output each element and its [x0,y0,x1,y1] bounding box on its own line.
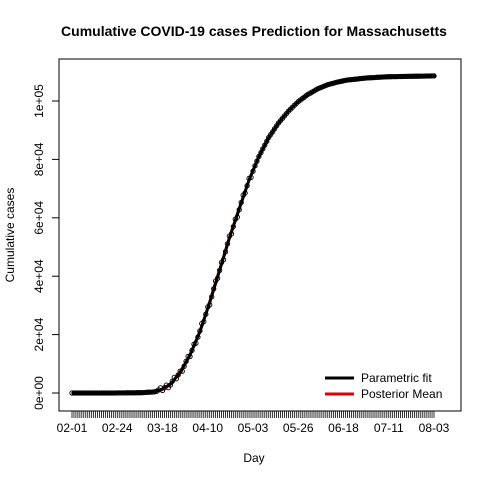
y-tick-label: 6e+04 [32,201,46,235]
x-tick-label: 08-03 [419,421,450,435]
y-tick-label: 0e+00 [32,376,46,410]
y-tick-label: 8e+04 [32,142,46,176]
y-tick-label: 2e+04 [32,317,46,351]
y-tick-label: 4e+04 [32,259,46,293]
legend: Parametric fit Posterior Mean [325,371,442,401]
x-tick-label: 05-03 [238,421,269,435]
x-tick-label: 02-01 [57,421,88,435]
x-axis-label: Day [243,451,264,465]
legend-label-parametric-fit: Parametric fit [361,371,432,385]
x-tick-label: 07-11 [374,421,404,435]
x-tick-label: 04-10 [192,421,223,435]
x-tick-label: 02-24 [102,421,133,435]
x-tick-label: 06-18 [328,421,359,435]
y-axis: 0e+00 2e+04 4e+04 6e+04 8e+04 1e+05 [32,84,60,410]
y-tick-label: 1e+05 [32,84,46,118]
plot-area [69,73,437,396]
series-parametric-fit [72,74,437,395]
x-tick-label: 05-26 [283,421,314,435]
y-axis-label: Cumulative cases [3,188,17,283]
legend-label-posterior-mean: Posterior Mean [361,387,442,401]
x-tick-label: 03-18 [147,421,178,435]
x-axis: 02-01 02-24 03-18 04-10 05-03 05-26 06-18 07-11… [57,410,450,435]
chart-title: Cumulative COVID-19 cases Prediction for… [61,23,447,39]
